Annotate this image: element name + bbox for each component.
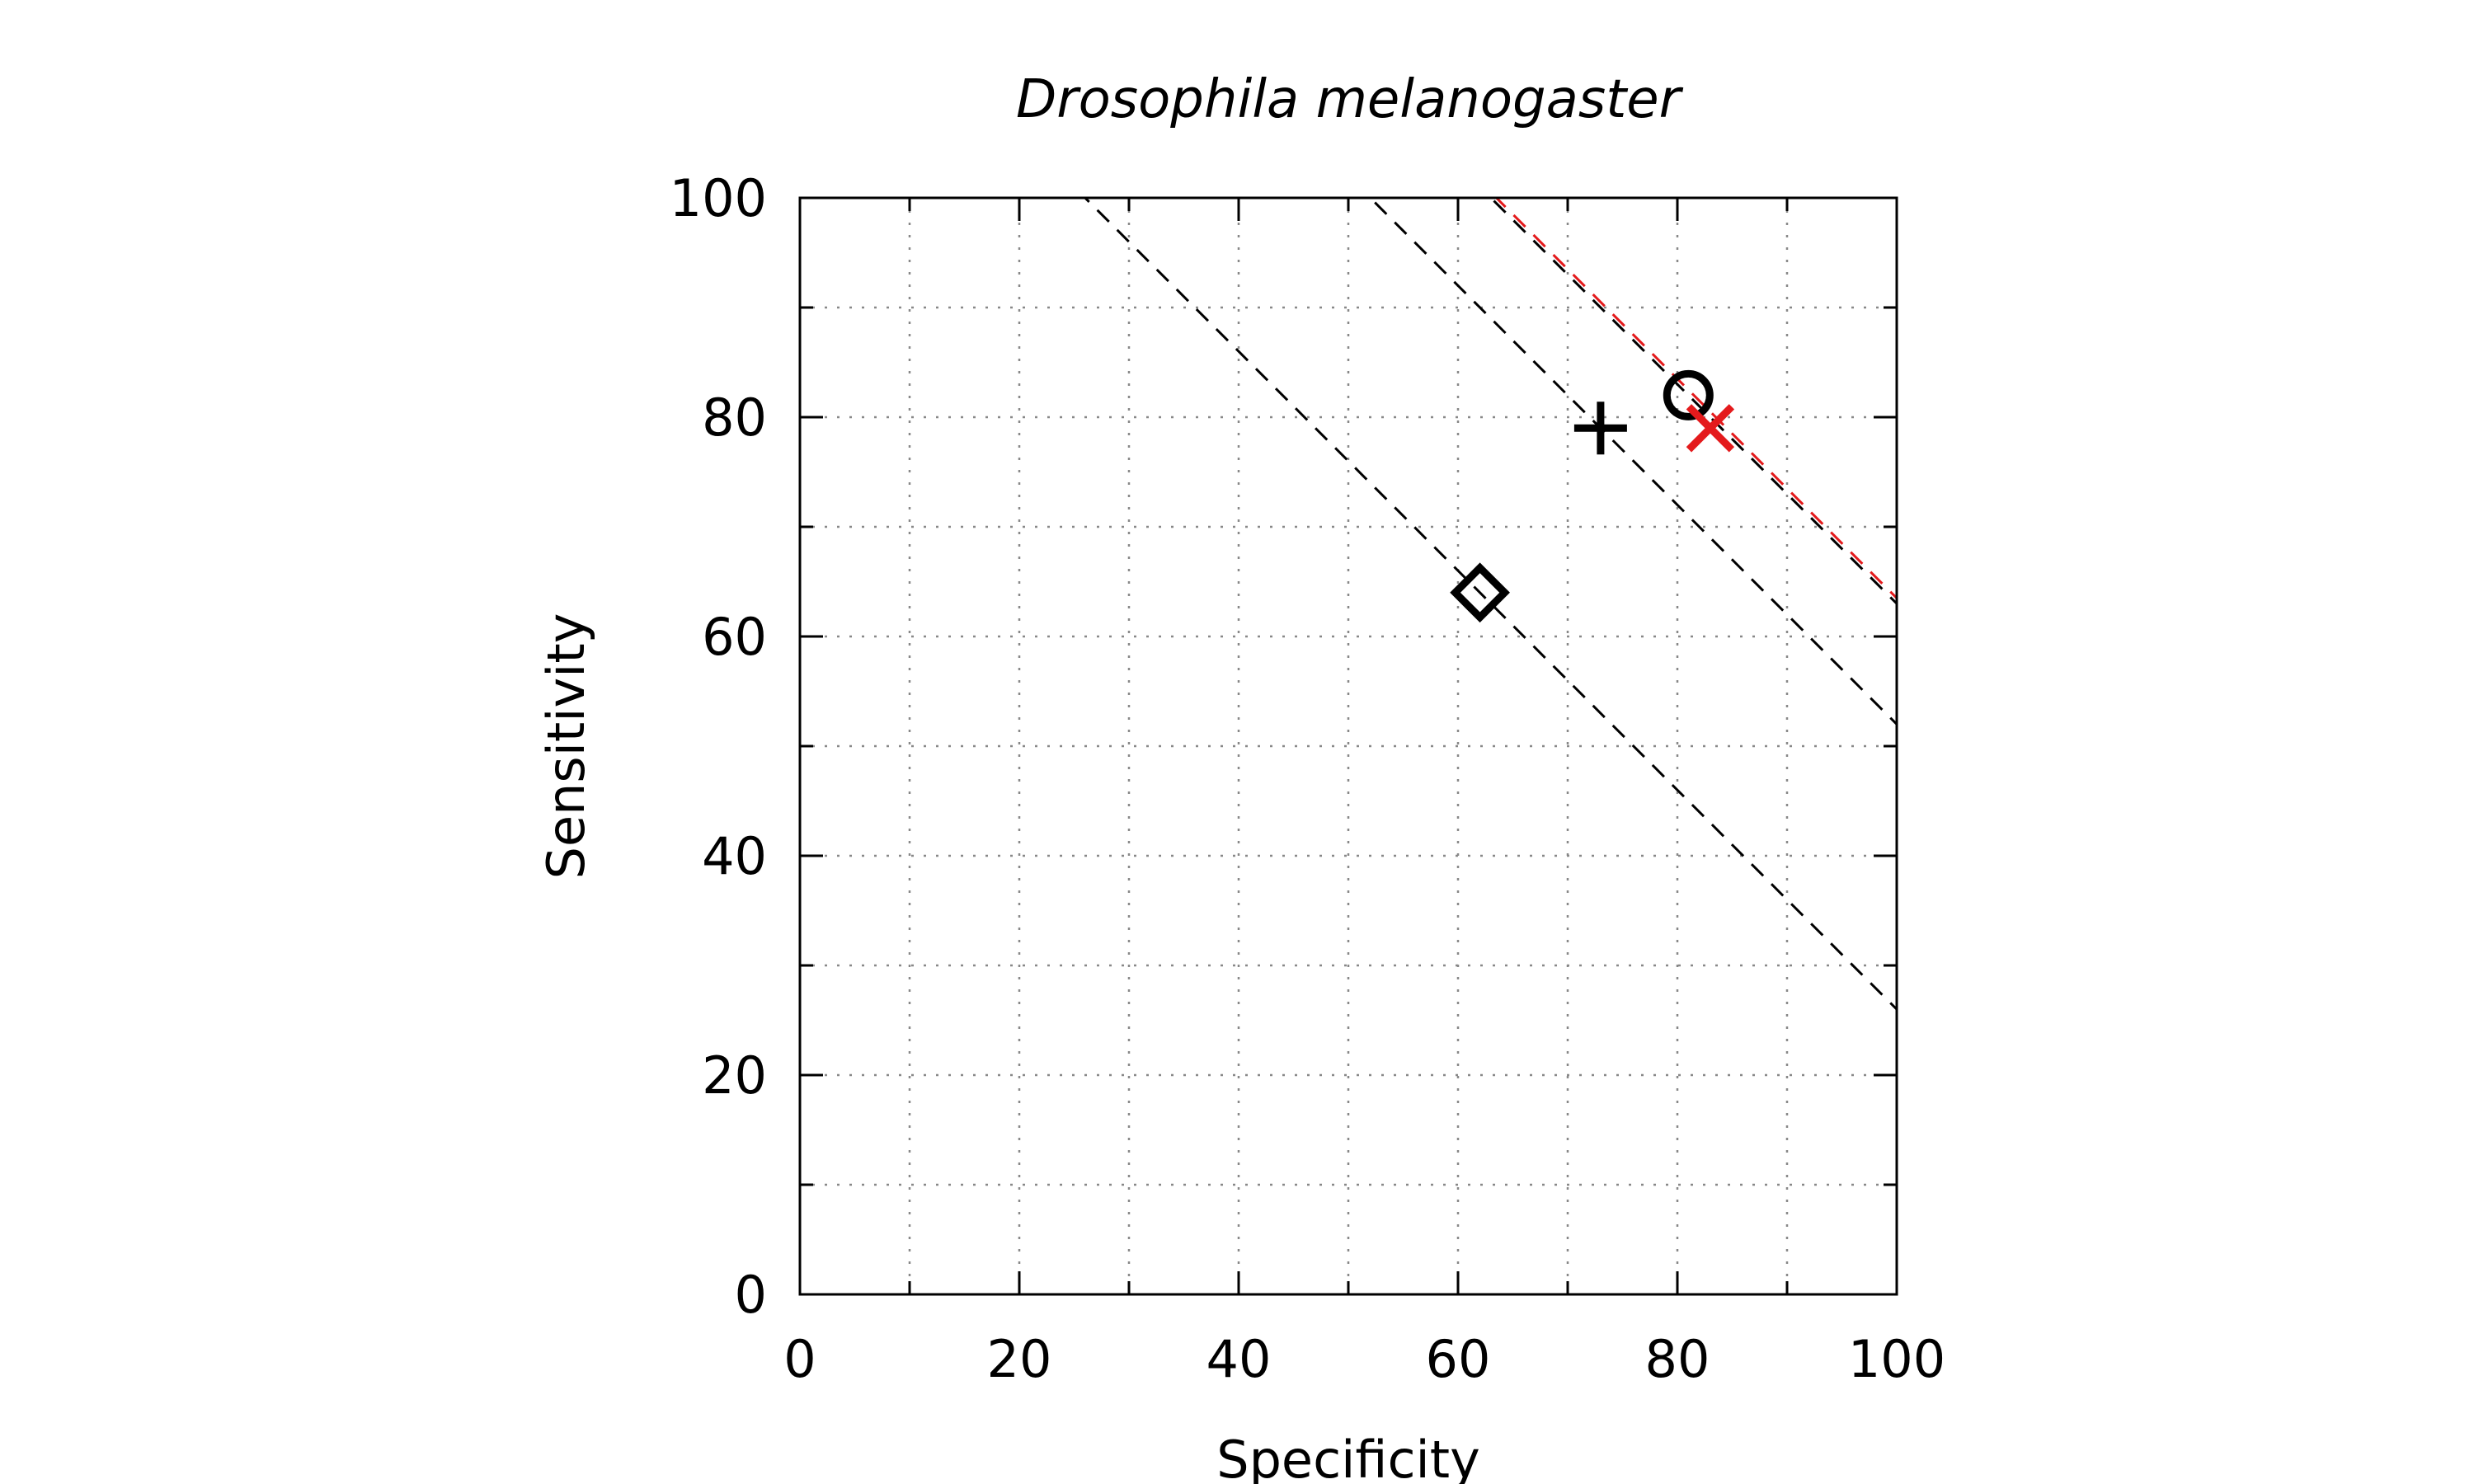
data-point-diamond [1450, 562, 1510, 623]
y-tick-label: 0 [735, 1265, 767, 1325]
y-tick-label: 40 [702, 826, 767, 886]
x-tick-label: 60 [1426, 1329, 1491, 1389]
y-tick-label: 60 [702, 607, 767, 667]
reference-line [1083, 198, 1897, 1011]
reference-lines [1083, 198, 1897, 1011]
data-point-circle [1663, 369, 1714, 420]
x-tick-label: 40 [1206, 1329, 1272, 1389]
axis-ticks [800, 198, 1897, 1294]
grid [800, 198, 1897, 1294]
y-tick-label: 100 [670, 168, 767, 228]
data-point-cross [1686, 404, 1735, 453]
data-point-plus [1573, 402, 1627, 455]
x-axis-label: Specificity [1216, 1430, 1480, 1484]
y-tick-label: 20 [702, 1045, 767, 1106]
x-tick-label: 20 [987, 1329, 1052, 1389]
reference-line [1368, 198, 1897, 726]
x-tick-label: 80 [1645, 1329, 1710, 1389]
y-tick-label: 80 [702, 387, 767, 448]
y-axis-label: Sensitivity [536, 613, 596, 880]
plot-frame [798, 196, 1898, 1296]
data-points [1450, 369, 1735, 623]
x-tick-label: 100 [1848, 1329, 1945, 1389]
chart-title: Drosophila melanogaster [1016, 69, 1684, 130]
reference-line [1494, 198, 1897, 599]
x-tick-label: 0 [783, 1329, 816, 1389]
tick-labels: 0 20 40 60 80 100 0 20 40 60 80 100 [670, 168, 1946, 1389]
